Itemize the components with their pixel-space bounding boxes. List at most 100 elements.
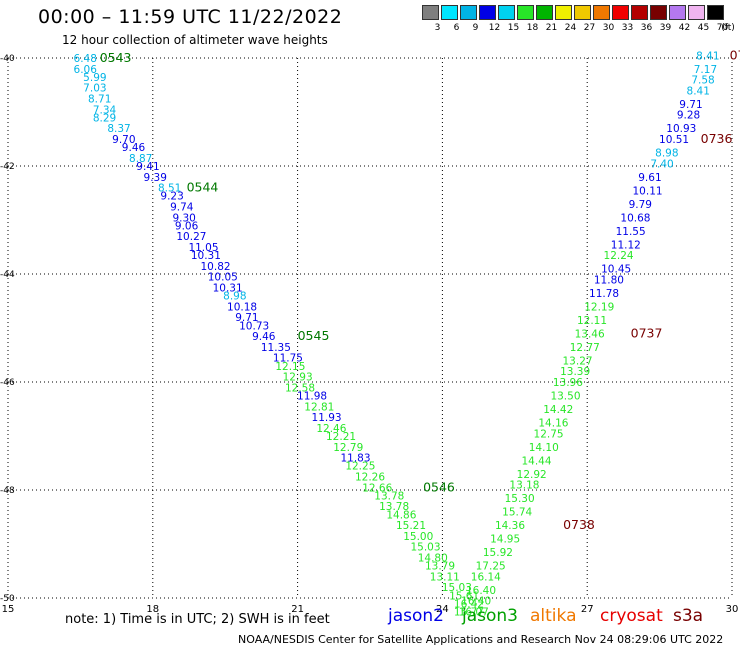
wave-height-value: 14.95	[490, 534, 520, 546]
wave-height-value: 11.80	[594, 274, 624, 286]
wave-height-value: 11.75	[273, 353, 303, 365]
color-swatch	[593, 5, 610, 20]
wave-height-value: 11.93	[312, 412, 342, 424]
wave-height-value: 13.78	[374, 490, 404, 502]
color-swatch-label: 36	[640, 23, 653, 33]
wave-height-value: 16.40	[466, 585, 496, 597]
wave-height-value: 12.75	[534, 428, 564, 440]
wave-height-value: 11.83	[340, 453, 370, 465]
wave-height-value: 15.00	[403, 531, 433, 543]
pass-time-label: 0545	[298, 328, 330, 343]
wave-height-value: 15.03	[442, 582, 472, 594]
wave-height-value: 6.48	[74, 53, 97, 65]
wave-height-value: 12.11	[577, 315, 607, 327]
wave-height-value: 11.55	[616, 226, 646, 238]
wave-height-value: 8.41	[696, 50, 719, 62]
legend-item-cryosat: cryosat	[600, 606, 663, 626]
wave-height-value: 15.03	[410, 542, 440, 554]
color-swatch-label: 6	[453, 23, 460, 33]
wave-height-value: 15.30	[505, 493, 535, 505]
wave-height-value: 14.10	[529, 442, 559, 454]
wave-height-value: 8.98	[655, 148, 678, 160]
wave-height-value: 9.71	[235, 312, 258, 324]
wave-height-value: 11.05	[188, 242, 218, 254]
wave-height-value: 7.17	[694, 64, 717, 76]
color-swatch	[669, 5, 686, 20]
pass-time-label: 0543	[100, 50, 132, 65]
wave-height-value: 10.51	[659, 134, 689, 146]
wave-height-value: 9.71	[679, 99, 702, 111]
units-note: note: 1) Time is in UTC; 2) SWH is in fe…	[65, 612, 330, 627]
wave-height-value: 7.58	[691, 75, 714, 87]
x-tick-label: 27	[581, 604, 594, 615]
wave-height-value: 9.61	[638, 172, 661, 184]
wave-height-value: 10.82	[201, 261, 231, 273]
wave-height-value: 8.37	[107, 123, 130, 135]
wave-height-value: 9.79	[629, 199, 652, 211]
x-tick-label: 18	[146, 604, 159, 615]
color-swatch	[517, 5, 534, 20]
wave-height-value: 14.44	[521, 455, 551, 467]
color-swatch	[612, 5, 629, 20]
wave-height-value: 15.92	[483, 547, 513, 559]
wave-height-value: 6.06	[74, 64, 98, 76]
wave-height-value: 15.61	[449, 590, 479, 602]
wave-height-value: 10.27	[176, 231, 206, 243]
color-swatch-label: 27	[583, 23, 596, 33]
color-swatch	[631, 5, 648, 20]
wave-height-value: 8.71	[88, 94, 111, 106]
wave-height-value: 9.06	[175, 220, 199, 232]
color-swatch	[441, 5, 458, 20]
color-swatch	[479, 5, 496, 20]
wave-height-value: 12.24	[604, 250, 634, 262]
color-swatch	[460, 5, 477, 20]
wave-height-value: 8.98	[223, 291, 246, 303]
wave-height-value: 12.19	[584, 301, 614, 313]
wave-height-value: 12.46	[316, 423, 346, 435]
color-swatch	[422, 5, 439, 20]
page-subtitle: 12 hour collection of altimeter wave hei…	[62, 33, 328, 47]
wave-height-value: 8.41	[687, 85, 710, 97]
legend-item-jason2: jason2	[388, 606, 444, 626]
wave-height-value: 15.77	[454, 607, 484, 619]
color-swatch	[555, 5, 572, 20]
wave-height-value: 13.18	[509, 480, 539, 492]
wave-height-value: 12.21	[326, 431, 356, 443]
legend-item-jason3: jason3	[462, 606, 518, 626]
y-tick-label: -40	[0, 54, 15, 64]
wave-height-value: 5.99	[83, 72, 106, 84]
color-swatch-label: 33	[621, 23, 634, 33]
x-tick-label: 15	[2, 604, 15, 615]
pass-time-label: 0736	[730, 47, 740, 62]
wave-height-value: 15.74	[502, 507, 532, 519]
wave-height-value: 14.36	[495, 520, 525, 532]
wave-height-value: 15.21	[396, 520, 426, 532]
wave-height-value: 12.15	[275, 361, 305, 373]
wave-height-value: 11.98	[297, 391, 327, 403]
wave-height-value: 9.74	[170, 202, 194, 214]
color-swatch-label: 12	[488, 23, 501, 33]
wave-height-value: 14.86	[386, 509, 416, 521]
wave-height-value: 11.78	[589, 288, 619, 300]
wave-height-value: 9.28	[677, 110, 700, 122]
color-swatch-label: 39	[659, 23, 672, 33]
wave-height-value: 16.40	[461, 596, 491, 608]
wave-height-value: 12.93	[283, 372, 313, 384]
legend-item-altika: altika	[530, 606, 577, 626]
legend-item-s3a: s3a	[673, 606, 704, 626]
wave-height-value: 10.11	[633, 185, 663, 197]
wave-height-value: 13.78	[379, 501, 409, 513]
footer-credit: NOAA/NESDIS Center for Satellite Applica…	[238, 633, 724, 646]
color-swatch-label: 18	[526, 23, 539, 33]
color-swatch	[536, 5, 553, 20]
wave-height-value: 8.51	[158, 183, 181, 195]
wave-height-value: 16.07	[459, 607, 489, 619]
color-swatch	[574, 5, 591, 20]
color-swatch	[688, 5, 705, 20]
y-tick-label: -42	[0, 162, 15, 172]
wave-height-value: 9.70	[112, 134, 135, 146]
color-swatch	[650, 5, 667, 20]
color-scale-unit: (ft)	[721, 23, 735, 33]
y-tick-label: -48	[0, 486, 15, 496]
wave-height-value: 12.26	[355, 472, 385, 484]
